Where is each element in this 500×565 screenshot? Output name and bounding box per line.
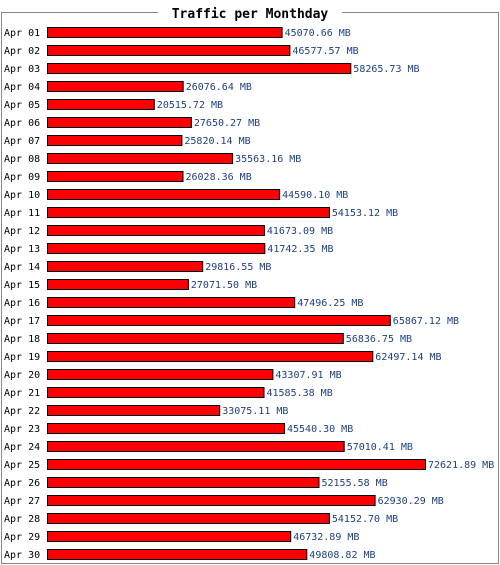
- bar-value-label: 62497.14 MB: [375, 352, 441, 363]
- bar-value-label: 54153.12 MB: [332, 208, 398, 219]
- bar-value-label: 41673.09 MB: [267, 226, 333, 237]
- traffic-bar: [47, 513, 330, 524]
- bar-value-label: 33075.11 MB: [222, 406, 288, 417]
- traffic-bar: [47, 459, 426, 470]
- category-tick-label: Apr 03: [4, 64, 40, 75]
- traffic-bar: [47, 423, 285, 434]
- category-tick-label: Apr 25: [4, 460, 40, 471]
- bar-value-label: 58265.73 MB: [353, 64, 419, 75]
- category-tick-label: Apr 29: [4, 532, 40, 543]
- category-tick-label: Apr 30: [4, 550, 40, 561]
- traffic-bar: [47, 27, 283, 38]
- traffic-bar: [47, 243, 266, 254]
- value-labels-layer: 45070.66 MB 46577.57 MB 58265.73 MB 26076.6…: [157, 28, 494, 561]
- bar-value-label: 56836.75 MB: [346, 334, 412, 345]
- traffic-bar: [47, 387, 265, 398]
- traffic-bar: [47, 405, 221, 416]
- category-tick-label: Apr 11: [4, 208, 40, 219]
- tick-labels-layer: Apr 01 Apr 02 Apr 03 Apr 04 Apr 05 Apr 06 Apr …: [4, 28, 40, 561]
- bar-value-label: 26028.36 MB: [186, 172, 252, 183]
- traffic-bar: [47, 333, 344, 344]
- category-tick-label: Apr 17: [4, 316, 40, 327]
- traffic-bar: [47, 135, 183, 146]
- category-tick-label: Apr 27: [4, 496, 40, 507]
- category-tick-label: Apr 12: [4, 226, 40, 237]
- category-tick-label: Apr 13: [4, 244, 40, 255]
- traffic-bar: [47, 171, 184, 182]
- traffic-bar: [47, 297, 296, 308]
- category-tick-label: Apr 09: [4, 172, 40, 183]
- bar-value-label: 29816.55 MB: [205, 262, 271, 273]
- traffic-bar: [47, 261, 204, 272]
- chart-title: Traffic per Monthday: [172, 7, 329, 22]
- bar-value-label: 45540.30 MB: [287, 424, 353, 435]
- traffic-bar: [47, 189, 281, 200]
- bar-value-label: 52155.58 MB: [322, 478, 388, 489]
- category-tick-label: Apr 14: [4, 262, 40, 273]
- bar-value-label: 72621.89 MB: [428, 460, 494, 471]
- category-tick-label: Apr 07: [4, 136, 40, 147]
- traffic-bar: [47, 279, 189, 290]
- traffic-bar: [47, 207, 330, 218]
- traffic-bar: [47, 63, 352, 74]
- category-tick-label: Apr 05: [4, 100, 40, 111]
- category-tick-label: Apr 02: [4, 46, 40, 57]
- bar-value-label: 27071.50 MB: [191, 280, 257, 291]
- bar-value-label: 54152.70 MB: [332, 514, 398, 525]
- category-tick-label: Apr 18: [4, 334, 40, 345]
- traffic-bar: [47, 225, 265, 236]
- traffic-bar: [47, 99, 155, 110]
- category-tick-label: Apr 24: [4, 442, 40, 453]
- traffic-bar: [47, 549, 308, 560]
- bar-value-label: 20515.72 MB: [157, 100, 223, 111]
- traffic-bar: [47, 153, 234, 164]
- title-background: [158, 5, 342, 21]
- category-tick-label: Apr 06: [4, 118, 40, 129]
- category-tick-label: Apr 04: [4, 82, 40, 93]
- bar-value-label: 44590.10 MB: [282, 190, 348, 201]
- bar-value-label: 62930.29 MB: [378, 496, 444, 507]
- bar-value-label: 26076.64 MB: [186, 82, 252, 93]
- traffic-bar: [47, 315, 391, 326]
- category-tick-label: Apr 16: [4, 298, 40, 309]
- traffic-bar: [47, 441, 345, 452]
- bar-value-label: 25820.14 MB: [184, 136, 250, 147]
- bar-value-label: 47496.25 MB: [297, 298, 363, 309]
- category-tick-label: Apr 26: [4, 478, 40, 489]
- category-tick-label: Apr 10: [4, 190, 40, 201]
- bar-value-label: 35563.16 MB: [235, 154, 301, 165]
- traffic-bar: [47, 81, 184, 92]
- bar-value-label: 46577.57 MB: [292, 46, 358, 57]
- traffic-bar: [47, 117, 192, 128]
- category-tick-label: Apr 22: [4, 406, 40, 417]
- bars-layer: [47, 27, 426, 560]
- bar-value-label: 65867.12 MB: [393, 316, 459, 327]
- traffic-bar: [47, 45, 291, 56]
- bar-value-label: 57010.41 MB: [347, 442, 413, 453]
- bar-value-label: 27650.27 MB: [194, 118, 260, 129]
- category-tick-label: Apr 23: [4, 424, 40, 435]
- bar-value-label: 46732.89 MB: [293, 532, 359, 543]
- bar-value-label: 49808.82 MB: [309, 550, 375, 561]
- traffic-bar: [47, 369, 274, 380]
- bar-value-label: 41742.35 MB: [267, 244, 333, 255]
- bar-value-label: 43307.91 MB: [275, 370, 341, 381]
- category-tick-label: Apr 19: [4, 352, 40, 363]
- bar-value-label: 45070.66 MB: [285, 28, 351, 39]
- category-tick-label: Apr 15: [4, 280, 40, 291]
- bar-value-label: 41585.38 MB: [267, 388, 333, 399]
- category-tick-label: Apr 08: [4, 154, 40, 165]
- traffic-bar: [47, 351, 374, 362]
- category-tick-label: Apr 01: [4, 28, 40, 39]
- category-tick-label: Apr 20: [4, 370, 40, 381]
- category-tick-label: Apr 28: [4, 514, 40, 525]
- traffic-bar: [47, 477, 320, 488]
- traffic-bar: [47, 495, 376, 506]
- traffic-bar: [47, 531, 292, 542]
- category-tick-label: Apr 21: [4, 388, 40, 399]
